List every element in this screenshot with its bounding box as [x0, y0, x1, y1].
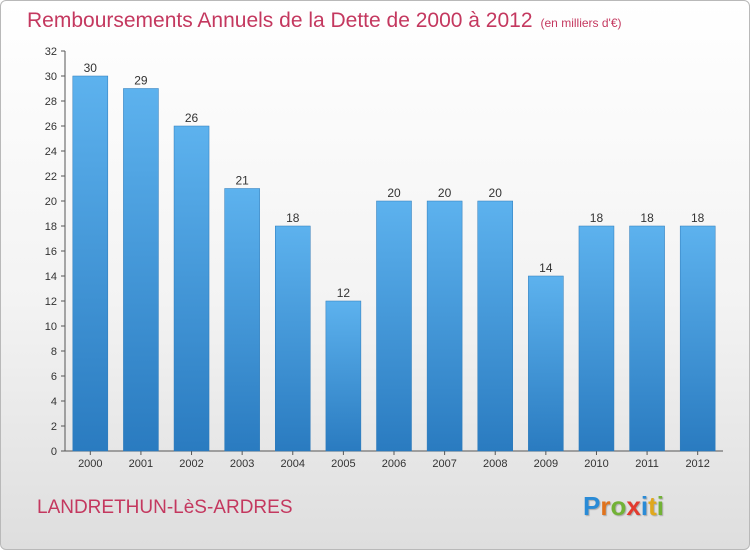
bar [426, 200, 463, 452]
bar [376, 200, 412, 452]
y-tick-label: 24 [45, 146, 57, 158]
logo-letter: t [648, 491, 657, 521]
bar [123, 88, 159, 452]
x-tick-label: 2006 [382, 458, 406, 470]
bar [477, 200, 513, 452]
bar [275, 225, 311, 452]
x-tick-label: 2000 [78, 458, 102, 470]
title-text: Remboursements Annuels de la Dette de 20… [27, 9, 533, 32]
y-tick-label: 18 [45, 221, 57, 233]
bar [72, 75, 109, 452]
logo-letter: i [640, 491, 649, 521]
logo-letter: x [626, 491, 641, 521]
bar [629, 225, 665, 452]
chart-title: Remboursements Annuels de la Dette de 20… [27, 9, 622, 33]
x-tick-label: 2012 [685, 458, 709, 470]
y-tick-label: 20 [45, 196, 57, 208]
x-tick-label: 2002 [179, 458, 203, 470]
bar-value-label: 30 [84, 61, 98, 75]
logo-letter: i [656, 491, 664, 521]
bar-value-label: 26 [185, 111, 199, 125]
y-tick-label: 28 [45, 96, 57, 108]
bar [679, 225, 716, 452]
y-tick-label: 14 [45, 271, 57, 283]
y-tick-label: 2 [51, 421, 57, 433]
x-tick-label: 2001 [129, 458, 153, 470]
y-tick-label: 32 [45, 46, 57, 58]
bar-value-label: 18 [286, 211, 300, 225]
x-tick-label: 2010 [584, 458, 608, 470]
bar [173, 125, 210, 452]
bar-value-label: 14 [539, 261, 553, 275]
y-tick-label: 10 [45, 321, 57, 333]
y-tick-label: 4 [51, 396, 57, 408]
y-tick-label: 0 [51, 446, 57, 458]
bar-value-label: 20 [438, 186, 452, 200]
x-tick-label: 2011 [635, 458, 659, 470]
y-tick-label: 22 [45, 171, 57, 183]
bar-value-label: 29 [134, 74, 148, 88]
y-tick-label: 12 [45, 296, 57, 308]
bar [528, 275, 564, 452]
x-tick-label: 2003 [230, 458, 254, 470]
bar [224, 188, 260, 452]
commune-name: LANDRETHUN-LèS-ARDRES [37, 497, 293, 518]
bar-value-label: 18 [640, 211, 654, 225]
proxiti-logo: Proxiti [583, 491, 664, 522]
logo-letter: o [610, 491, 627, 521]
bar-value-label: 20 [387, 186, 401, 200]
logo-letter: P [583, 491, 601, 521]
bar [578, 225, 615, 452]
y-tick-label: 8 [51, 346, 57, 358]
bar-value-label: 18 [590, 211, 604, 225]
y-tick-label: 6 [51, 371, 57, 383]
y-tick-label: 30 [45, 71, 57, 83]
bar-value-label: 12 [337, 286, 351, 300]
x-tick-label: 2009 [534, 458, 558, 470]
bar [325, 300, 362, 452]
y-tick-label: 26 [45, 121, 57, 133]
x-tick-label: 2005 [331, 458, 355, 470]
bar-value-label: 18 [691, 211, 705, 225]
unit-note: (en milliers d'€) [540, 16, 622, 30]
logo-letter: r [600, 491, 611, 521]
x-tick-label: 2007 [432, 458, 456, 470]
bar-value-label: 21 [235, 174, 249, 188]
x-tick-label: 2008 [483, 458, 507, 470]
bar-value-label: 20 [489, 186, 503, 200]
y-tick-label: 16 [45, 246, 57, 258]
x-tick-label: 2004 [281, 458, 305, 470]
